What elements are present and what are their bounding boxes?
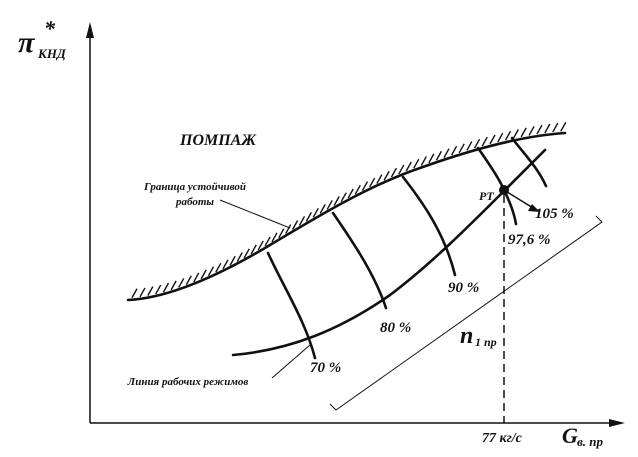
hatch-tick xyxy=(170,280,177,291)
hatch-tick xyxy=(278,228,285,239)
hatch-tick xyxy=(398,164,405,175)
hatch-tick xyxy=(285,224,292,234)
hatch-tick xyxy=(229,255,236,266)
speed-symbol: n xyxy=(460,323,473,349)
hatch-tick xyxy=(185,275,192,286)
hatch-tick xyxy=(520,127,527,138)
x-arrow xyxy=(609,419,625,427)
hatch-tick xyxy=(405,161,412,172)
y-superscript: * xyxy=(44,16,56,41)
design-flow: 77 кг/с xyxy=(482,431,523,446)
bracket xyxy=(329,215,603,411)
hatch-tick xyxy=(257,240,264,251)
hatch-tick xyxy=(466,141,473,151)
hatch-tick xyxy=(291,220,299,230)
hatch-tick xyxy=(443,148,450,159)
speed-label: 97,6 % xyxy=(508,232,551,248)
hatch-tick xyxy=(139,287,146,298)
hatch-tick xyxy=(544,123,551,134)
hatch-tick xyxy=(560,121,567,132)
hatch-tick xyxy=(504,130,512,141)
boundary-label: работы xyxy=(175,196,214,208)
hatch-tick xyxy=(162,282,170,293)
hatch-tick xyxy=(147,286,154,296)
hatch-tick xyxy=(222,259,229,270)
arrow xyxy=(503,189,534,209)
hatch-tick xyxy=(420,156,427,166)
hatch-tick xyxy=(178,278,185,288)
hatch-tick xyxy=(390,167,398,178)
speed-line xyxy=(510,136,548,188)
hatch-tick xyxy=(215,262,222,273)
speed-label: 90 % xyxy=(448,280,479,296)
x-subscript: в. пр xyxy=(577,434,604,449)
hatch-tick xyxy=(243,248,250,259)
speed-line xyxy=(266,251,317,360)
surge-line xyxy=(126,131,567,302)
hatch-tick xyxy=(200,269,207,280)
hatch-tick xyxy=(155,284,162,295)
hatch-tick xyxy=(481,136,488,147)
hatch-tick xyxy=(271,232,278,243)
surge-label: ПОМПАЖ xyxy=(179,132,257,149)
hatch-tick xyxy=(326,200,333,210)
x-symbol: G xyxy=(562,423,578,448)
hatch-tick xyxy=(458,143,465,154)
arrow-head xyxy=(528,204,540,212)
hatch-tick xyxy=(264,236,271,247)
operating-line xyxy=(231,148,547,357)
y-symbol: π xyxy=(18,26,35,59)
hatch-tick xyxy=(552,122,559,133)
hatch-tick xyxy=(361,181,369,191)
hatch-tick xyxy=(131,288,138,299)
speed-label: 70 % xyxy=(310,360,341,376)
hatch-tick xyxy=(376,174,383,184)
hatch-tick xyxy=(354,184,361,195)
hatch-tick xyxy=(333,196,340,206)
hatch-tick xyxy=(298,216,306,226)
hatch-tick xyxy=(497,132,504,143)
hatch-tick xyxy=(319,204,326,214)
hatch-tick xyxy=(250,244,257,255)
speed-line xyxy=(331,211,388,310)
hatch-tick xyxy=(528,126,535,136)
hatch-tick xyxy=(312,208,319,218)
hatch-tick xyxy=(347,188,354,199)
hatch-tick xyxy=(207,266,215,276)
speed-label: 105 % xyxy=(535,206,574,222)
hatch-tick xyxy=(512,129,519,139)
design-point-label: РТ xyxy=(479,189,494,203)
speed-label: 80 % xyxy=(380,320,411,336)
hatch-tick xyxy=(536,124,543,135)
hatch-tick xyxy=(305,212,312,222)
operating-label: Линия рабочих режимов xyxy=(127,376,249,388)
hatch-tick xyxy=(193,272,200,283)
boundary-label: Граница устойчивой xyxy=(143,181,246,193)
hatch-tick xyxy=(413,158,420,169)
hatch-tick xyxy=(383,170,390,181)
hatch-tick xyxy=(236,252,243,262)
hatch-tick xyxy=(450,145,458,156)
hatch-tick xyxy=(435,150,443,161)
hatch-tick xyxy=(489,134,496,145)
y-subscript: КНД xyxy=(37,46,67,61)
hatch-tick xyxy=(473,138,481,149)
hatching xyxy=(131,121,567,299)
speed-line xyxy=(401,175,457,277)
leader xyxy=(219,199,291,229)
speed-subscript: 1 пр xyxy=(475,335,497,349)
hatch-tick xyxy=(340,192,347,203)
hatch-tick xyxy=(428,153,435,164)
hatch-tick xyxy=(369,177,376,188)
leader xyxy=(271,344,311,379)
y-arrow xyxy=(86,22,94,38)
